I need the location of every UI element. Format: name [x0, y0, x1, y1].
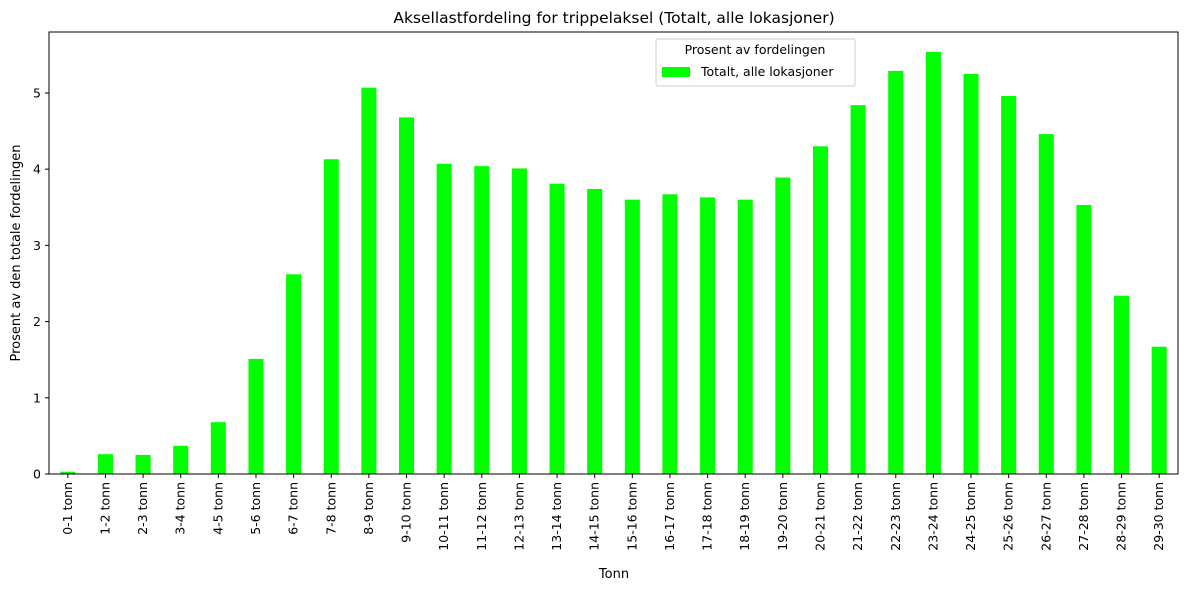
- legend-title: Prosent av fordelingen: [685, 42, 826, 57]
- y-tick-label: 0: [33, 467, 41, 482]
- bar: [850, 105, 866, 474]
- bar: [888, 70, 904, 475]
- bar: [587, 188, 603, 474]
- x-tick-label: 29-30 tonn: [1151, 482, 1166, 551]
- bar: [737, 199, 753, 475]
- x-tick-label: 16-17 tonn: [662, 482, 677, 551]
- x-tick-label: 2-3 tonn: [135, 482, 150, 535]
- bar: [925, 51, 941, 475]
- bar: [1038, 134, 1054, 474]
- bars-group: [60, 51, 1167, 475]
- x-tick-label: 20-21 tonn: [812, 482, 827, 551]
- plot-frame: [48, 31, 1179, 475]
- bar: [474, 166, 490, 474]
- bar: [662, 194, 678, 475]
- bar: [963, 73, 979, 475]
- bar: [398, 117, 415, 475]
- bar: [60, 471, 76, 474]
- x-tick-label: 18-19 tonn: [737, 482, 752, 551]
- bar: [549, 183, 565, 474]
- bar: [173, 445, 189, 474]
- bar: [812, 146, 829, 474]
- x-tick-label: 26-27 tonn: [1038, 482, 1053, 551]
- bar: [323, 159, 339, 475]
- bar: [436, 163, 452, 474]
- x-tick-label: 3-4 tonn: [173, 482, 188, 535]
- y-axis-label: Prosent av den totale fordelingen: [9, 145, 24, 362]
- bar: [135, 454, 151, 474]
- legend-entry-label: Totalt, alle lokasjoner: [700, 64, 834, 79]
- bar: [624, 199, 640, 475]
- x-tick-label: 24-25 tonn: [963, 482, 978, 551]
- y-tick-label: 2: [33, 314, 41, 329]
- x-tick-label: 1-2 tonn: [97, 482, 112, 535]
- x-axis-ticks: 0-1 tonn 1-2 tonn 2-3 tonn 3-4 tonn 4-5 tonn…: [60, 474, 1166, 551]
- x-tick-label: 4-5 tonn: [210, 482, 225, 535]
- x-tick-label: 21-22 tonn: [850, 482, 865, 551]
- x-tick-label: 6-7 tonn: [286, 482, 301, 535]
- x-tick-label: 22-23 tonn: [888, 482, 903, 551]
- bar: [210, 422, 226, 474]
- legend: Prosent av fordelingen Totalt, alle loka…: [655, 38, 856, 87]
- x-tick-label: 28-29 tonn: [1114, 482, 1129, 551]
- y-axis-ticks: 0 1 2 3 4 5: [33, 85, 49, 482]
- x-tick-label: 11-12 tonn: [474, 482, 489, 551]
- bar: [1151, 346, 1167, 474]
- bar: [286, 274, 302, 474]
- x-tick-label: 10-11 tonn: [436, 482, 451, 551]
- x-tick-label: 8-9 tonn: [361, 482, 376, 535]
- y-tick-label: 1: [33, 390, 41, 405]
- legend-swatch: [662, 67, 690, 77]
- y-tick-label: 5: [33, 85, 41, 100]
- bar: [1114, 295, 1130, 474]
- x-tick-label: 7-8 tonn: [323, 482, 338, 535]
- bar: [700, 197, 716, 475]
- x-tick-label: 0-1 tonn: [60, 482, 75, 535]
- x-tick-label: 13-14 tonn: [549, 482, 564, 551]
- bar: [775, 177, 791, 474]
- bar: [511, 168, 527, 474]
- x-tick-label: 9-10 tonn: [399, 482, 414, 543]
- y-tick-label: 3: [33, 238, 41, 253]
- bar: [1001, 96, 1017, 474]
- x-tick-label: 5-6 tonn: [248, 482, 263, 535]
- bar: [97, 454, 113, 474]
- x-tick-label: 19-20 tonn: [775, 482, 790, 551]
- bar: [248, 358, 264, 474]
- chart-title: Aksellastfordeling for trippelaksel (Tot…: [393, 9, 834, 27]
- bar: [361, 87, 377, 474]
- x-tick-label: 23-24 tonn: [925, 482, 940, 551]
- x-tick-label: 12-13 tonn: [511, 482, 526, 551]
- x-tick-label: 17-18 tonn: [700, 482, 715, 551]
- y-tick-label: 4: [33, 162, 41, 177]
- legend-box: [655, 38, 856, 87]
- x-tick-label: 27-28 tonn: [1076, 482, 1091, 551]
- x-tick-label: 15-16 tonn: [624, 482, 639, 551]
- x-tick-label: 25-26 tonn: [1001, 482, 1016, 551]
- x-axis-label: Tonn: [598, 567, 629, 582]
- x-tick-label: 14-15 tonn: [587, 482, 602, 551]
- bar: [1076, 204, 1092, 474]
